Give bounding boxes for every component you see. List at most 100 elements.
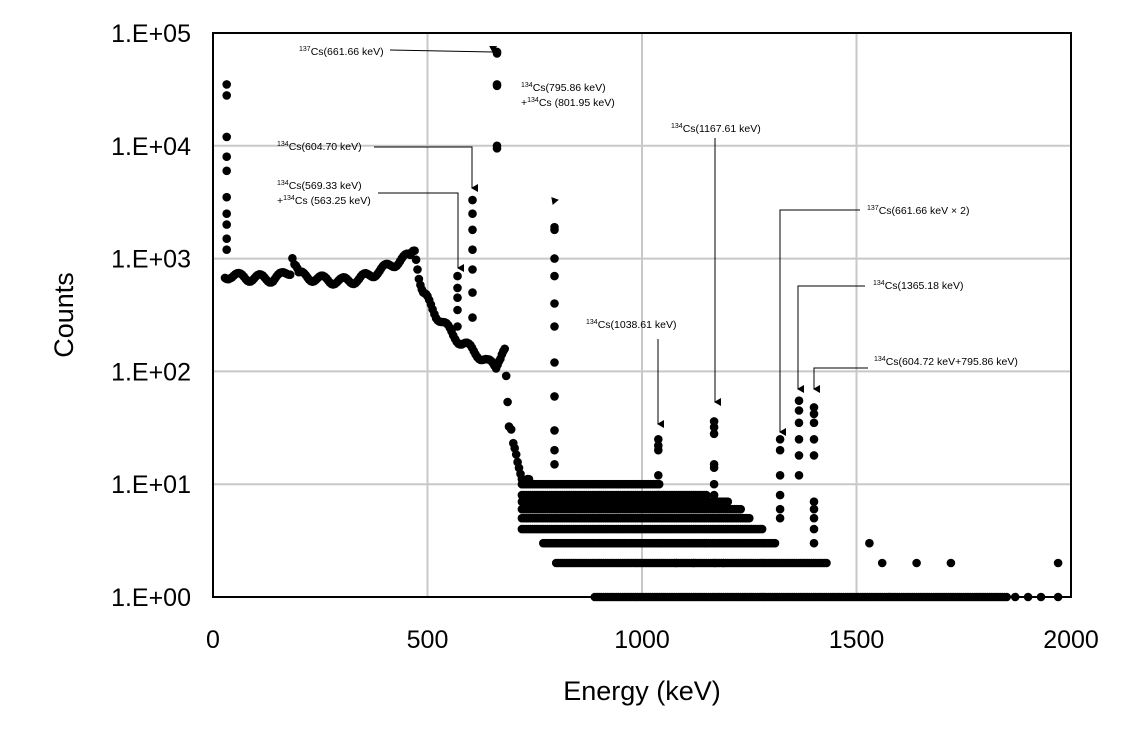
data-point bbox=[809, 524, 819, 534]
data-point bbox=[775, 445, 785, 455]
annotation-arrow bbox=[797, 285, 865, 393]
data-point bbox=[550, 299, 559, 308]
y-axis-ticks: 1.E+00 1.E+01 1.E+02 1.E+03 1.E+04 1.E+05 bbox=[111, 20, 191, 612]
data-point bbox=[222, 91, 231, 100]
data-point bbox=[453, 271, 462, 281]
data-point bbox=[453, 293, 462, 303]
data-point bbox=[689, 558, 698, 568]
data-point bbox=[550, 254, 559, 263]
data-point bbox=[468, 195, 477, 205]
data-point bbox=[511, 450, 521, 459]
annotation-label: 134Cs(1167.61 keV) bbox=[671, 123, 761, 135]
annotation-label: 134Cs(604.72 keV+795.86 keV) bbox=[874, 356, 1018, 368]
data-point bbox=[719, 558, 728, 568]
data-point bbox=[468, 313, 477, 322]
data-point bbox=[794, 471, 804, 480]
annotation-arrow bbox=[779, 209, 860, 436]
data-point bbox=[222, 192, 231, 202]
data-point bbox=[410, 246, 419, 255]
data-point bbox=[654, 538, 664, 548]
annotation-label: 134Cs(1365.18 keV) bbox=[873, 280, 963, 292]
data-point bbox=[809, 409, 819, 419]
data-point bbox=[809, 513, 819, 523]
annotation-label: 137Cs(661.66 keV) bbox=[299, 46, 384, 58]
data-point bbox=[809, 435, 819, 444]
data-point bbox=[222, 245, 231, 254]
data-point bbox=[501, 371, 511, 381]
data-point bbox=[492, 144, 502, 153]
data-point bbox=[912, 558, 921, 568]
data-point bbox=[745, 513, 754, 523]
data-point bbox=[809, 418, 819, 428]
data-point bbox=[702, 490, 711, 500]
data-point bbox=[654, 490, 663, 500]
data-point bbox=[222, 80, 231, 89]
data-point bbox=[709, 422, 719, 432]
data-point bbox=[506, 425, 516, 434]
data-point bbox=[500, 344, 510, 354]
data-point bbox=[710, 558, 720, 568]
data-point bbox=[550, 460, 559, 469]
y-tick-label: 1.E+05 bbox=[111, 20, 191, 48]
data-point bbox=[1053, 558, 1063, 568]
data-point bbox=[794, 406, 804, 415]
data-point bbox=[775, 504, 785, 514]
y-axis-title: Counts bbox=[49, 272, 79, 358]
data-point bbox=[222, 209, 231, 218]
peak-annotation: 134Cs(795.86 keV) +134Cs (801.95 keV) bbox=[521, 82, 615, 109]
data-point bbox=[654, 435, 663, 444]
data-point bbox=[770, 538, 780, 548]
data-point bbox=[550, 225, 559, 235]
data-point bbox=[654, 479, 664, 489]
data-point bbox=[775, 471, 785, 480]
x-tick-label: 500 bbox=[407, 626, 449, 654]
data-point bbox=[550, 426, 559, 435]
x-tick-label: 2000 bbox=[1043, 626, 1099, 654]
peak-annotation: 134Cs(604.70 keV) bbox=[277, 141, 478, 192]
data-point bbox=[865, 538, 874, 548]
annotation-label: 134Cs(795.86 keV) bbox=[521, 82, 606, 94]
data-point bbox=[809, 504, 819, 514]
data-point bbox=[877, 558, 887, 568]
data-point bbox=[946, 558, 956, 568]
data-point bbox=[468, 288, 477, 297]
data-point bbox=[775, 490, 785, 500]
annotation-arrow bbox=[389, 45, 498, 53]
data-point bbox=[492, 81, 502, 91]
data-point bbox=[794, 396, 804, 406]
data-point bbox=[794, 435, 804, 444]
data-point bbox=[468, 209, 477, 218]
data-point bbox=[468, 265, 477, 274]
y-tick-label: 1.E+01 bbox=[111, 471, 191, 499]
y-tick-label: 1.E+04 bbox=[111, 133, 191, 161]
data-point bbox=[809, 403, 819, 412]
data-point bbox=[550, 322, 559, 331]
data-point bbox=[492, 49, 502, 58]
data-point bbox=[757, 524, 767, 534]
peak-annotation: 134Cs(569.33 keV) +134Cs (563.25 keV) bbox=[277, 180, 464, 272]
data-point bbox=[709, 490, 719, 500]
peak-annotation: 134Cs(1038.61 keV) bbox=[586, 319, 676, 428]
data-point bbox=[775, 435, 785, 444]
data-point bbox=[411, 255, 421, 264]
peak-annotation: 137Cs(661.66 keV) bbox=[299, 45, 498, 58]
peak-annotation: 134Cs(1365.18 keV) bbox=[797, 280, 963, 393]
data-point bbox=[709, 479, 719, 489]
data-point bbox=[222, 166, 231, 176]
data-point bbox=[222, 220, 231, 229]
data-point bbox=[654, 471, 663, 480]
data-point bbox=[550, 271, 559, 281]
data-point bbox=[809, 497, 819, 507]
data-point bbox=[550, 445, 559, 455]
annotation-arrow bbox=[378, 192, 464, 272]
data-point bbox=[794, 451, 804, 460]
data-point bbox=[672, 558, 681, 568]
data-point bbox=[222, 234, 231, 243]
annotation-label: 134Cs(569.33 keV) bbox=[277, 180, 362, 192]
data-point bbox=[702, 538, 711, 548]
data-point bbox=[736, 504, 745, 514]
data-point bbox=[775, 513, 785, 523]
x-tick-label: 1000 bbox=[614, 626, 670, 654]
data-point bbox=[809, 538, 819, 548]
